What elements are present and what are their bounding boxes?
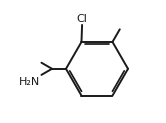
Text: H₂N: H₂N [19, 77, 40, 87]
Text: Cl: Cl [77, 14, 87, 24]
